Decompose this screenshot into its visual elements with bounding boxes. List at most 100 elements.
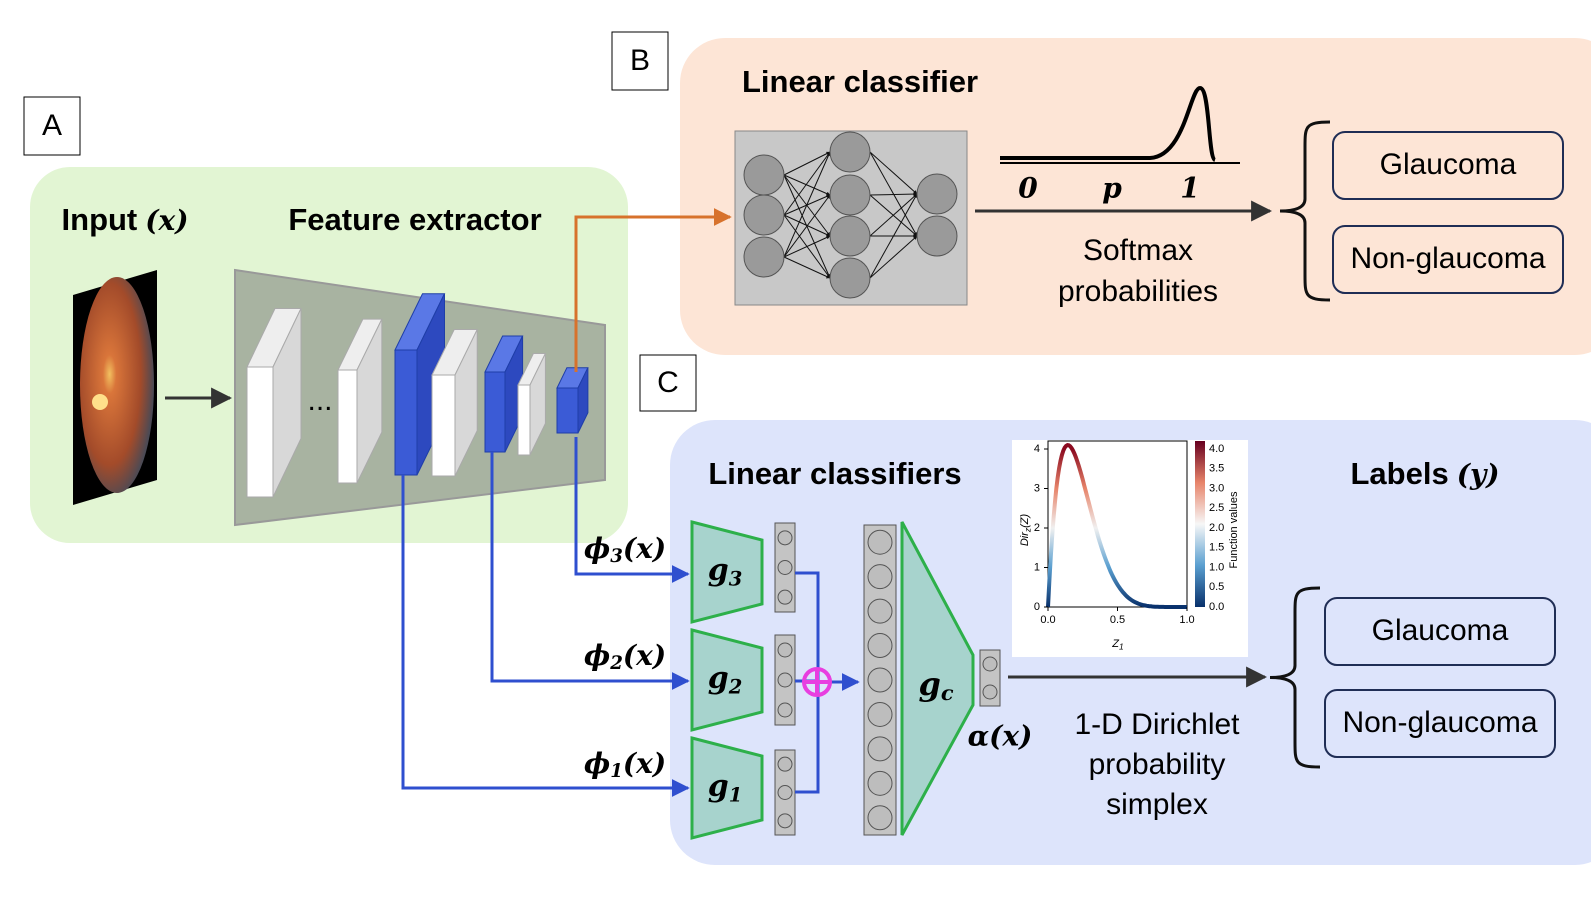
- feature-label-part: 1: [610, 761, 623, 782]
- labels-var: (y): [1457, 458, 1500, 491]
- layer: [557, 388, 578, 433]
- labels-label: Labels: [1351, 456, 1449, 491]
- y-tick-label: 3: [1034, 482, 1040, 494]
- layer: [485, 372, 505, 452]
- y-tick-label: 4: [1034, 443, 1040, 455]
- unit: [868, 599, 892, 623]
- colorbar-tick-label: 2.0: [1209, 522, 1224, 534]
- neuron: [830, 132, 870, 172]
- panel-label: B: [630, 44, 650, 77]
- y-tick-label: 2: [1034, 522, 1040, 534]
- neuron: [917, 174, 957, 214]
- colorbar-tick-label: 1.0: [1209, 561, 1224, 573]
- classifier-title: Linear classifier: [742, 64, 978, 99]
- unit: [778, 590, 792, 604]
- layer: [395, 350, 417, 475]
- head-label-part: 3: [729, 567, 743, 590]
- caption: probabilities: [1058, 275, 1218, 308]
- colorbar-tick-label: 3.5: [1209, 463, 1224, 475]
- axis-label: 1: [1180, 172, 1199, 205]
- class-label: Glaucoma: [1380, 148, 1517, 181]
- class-label: Glaucoma: [1372, 614, 1509, 647]
- class-label: Non-glaucoma: [1350, 242, 1545, 275]
- unit: [778, 673, 792, 687]
- feature-label: ϕ1(x): [584, 747, 666, 783]
- feature-label-part: 2: [609, 653, 623, 674]
- feature-label-part: ϕ: [584, 532, 610, 565]
- combiner-label-part: c: [941, 680, 954, 705]
- input-label: Input: [62, 202, 138, 237]
- feature-label-part: (x): [623, 532, 666, 565]
- unit: [868, 668, 892, 692]
- unit: [868, 565, 892, 589]
- unit: [983, 685, 997, 699]
- feature-label-part: 3: [610, 546, 623, 567]
- unit: [868, 530, 892, 554]
- diagram: ABCInput(x)Feature extractor...Linear cl…: [0, 0, 1591, 898]
- colorbar-tick-label: 4.0: [1209, 443, 1224, 455]
- output-label: α(x): [968, 720, 1033, 753]
- neuron: [744, 237, 784, 277]
- class-label: Non-glaucoma: [1342, 706, 1537, 739]
- unit: [778, 643, 792, 657]
- colorbar-tick-label: 2.5: [1209, 502, 1224, 514]
- neuron: [917, 216, 957, 256]
- neuron: [744, 155, 784, 195]
- unit: [983, 657, 997, 671]
- unit: [778, 531, 792, 545]
- layer: [247, 367, 273, 497]
- panel-label: A: [42, 109, 62, 142]
- head-label-part: g: [708, 553, 729, 588]
- caption: probability: [1089, 748, 1226, 781]
- input-var: (x): [145, 204, 188, 237]
- unit: [778, 703, 792, 717]
- feature-label-part: ϕ: [584, 747, 610, 780]
- unit: [868, 737, 892, 761]
- colorbar: [1195, 441, 1205, 607]
- head-label-part: g: [708, 661, 729, 696]
- unit: [868, 634, 892, 658]
- x-tick-label: 0.0: [1040, 614, 1055, 626]
- y-axis-label-part: (Z): [1019, 514, 1031, 528]
- ellipsis: ...: [307, 384, 332, 417]
- axis-label: 0: [1018, 172, 1038, 205]
- unit: [778, 786, 792, 800]
- layer: [432, 375, 455, 476]
- axis-label: p: [1102, 172, 1122, 205]
- head-label-part: g: [708, 769, 729, 804]
- labels-title: Labels(y): [1351, 456, 1500, 491]
- unit: [778, 814, 792, 828]
- x-axis-label-part: 1: [1119, 641, 1124, 651]
- input-title: Input(x): [62, 202, 189, 237]
- y-tick-label: 1: [1034, 561, 1040, 573]
- caption: 1-D Dirichlet: [1074, 708, 1240, 741]
- colorbar-tick-label: 3.0: [1209, 482, 1224, 494]
- feature-label-part: (x): [623, 639, 666, 672]
- unit: [778, 561, 792, 575]
- combiner-label-part: g: [918, 665, 940, 703]
- feature-label: ϕ3(x): [584, 532, 666, 568]
- unit: [868, 702, 892, 726]
- feature-label: ϕ2(x): [584, 639, 666, 675]
- x-tick-label: 1.0: [1179, 614, 1194, 626]
- neuron: [830, 175, 870, 215]
- head-label-part: 2: [728, 675, 743, 698]
- unit: [868, 806, 892, 830]
- neuron: [744, 195, 784, 235]
- caption: Softmax: [1083, 234, 1193, 267]
- heads-title: Linear classifiers: [708, 456, 961, 491]
- panel-label: C: [657, 366, 679, 399]
- neuron: [830, 216, 870, 256]
- feature-label-part: (x): [623, 747, 666, 780]
- feature-label-part: ϕ: [584, 639, 610, 672]
- extractor-title: Feature extractor: [288, 202, 541, 237]
- colorbar-tick-label: 0.5: [1209, 581, 1224, 593]
- caption: simplex: [1106, 788, 1208, 821]
- unit: [778, 757, 792, 771]
- fundus: [80, 277, 154, 493]
- layer: [338, 370, 357, 483]
- unit: [868, 771, 892, 795]
- colorbar-tick-label: 1.5: [1209, 542, 1224, 554]
- head-label-part: 1: [729, 783, 743, 806]
- layer: [518, 385, 530, 455]
